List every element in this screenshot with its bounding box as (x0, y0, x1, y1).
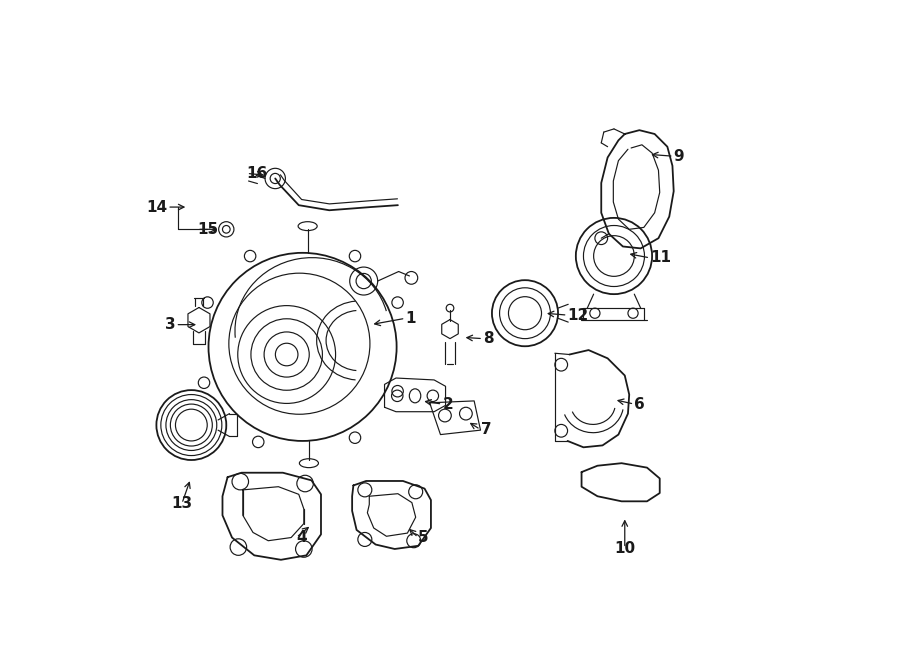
Text: 3: 3 (165, 317, 176, 332)
Text: 10: 10 (614, 541, 635, 556)
Text: 9: 9 (674, 149, 684, 164)
Text: 16: 16 (247, 166, 268, 181)
Text: 7: 7 (481, 422, 491, 437)
Text: 13: 13 (171, 496, 193, 511)
Text: 4: 4 (296, 530, 307, 545)
Ellipse shape (300, 459, 319, 467)
Text: 15: 15 (197, 222, 218, 237)
Text: 5: 5 (418, 530, 428, 545)
Ellipse shape (298, 222, 317, 230)
Text: 14: 14 (146, 199, 167, 214)
Text: 11: 11 (650, 250, 671, 265)
Text: 12: 12 (568, 308, 589, 322)
Text: 2: 2 (443, 397, 453, 412)
Circle shape (275, 343, 298, 366)
Text: 8: 8 (483, 331, 494, 346)
Text: 6: 6 (634, 397, 645, 412)
Text: 1: 1 (406, 310, 416, 326)
